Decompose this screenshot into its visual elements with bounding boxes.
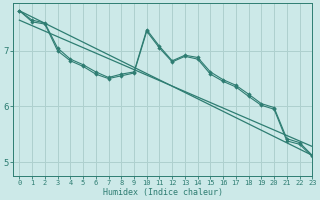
X-axis label: Humidex (Indice chaleur): Humidex (Indice chaleur): [103, 188, 223, 197]
